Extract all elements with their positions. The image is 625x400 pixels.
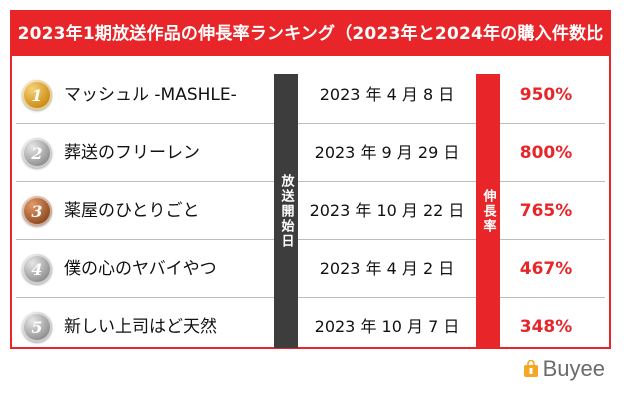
- growth-rate: 467%: [519, 259, 573, 279]
- anime-title: 新しい上司はど天然: [64, 317, 217, 337]
- row-divider: [16, 123, 605, 124]
- logo-text: Buyee: [542, 356, 605, 381]
- anime-title: 僕の心のヤバイやつ: [64, 259, 217, 279]
- growth-rate: 765%: [519, 201, 573, 221]
- bronze-medal-icon: 3: [22, 196, 52, 226]
- ranking-table: 2023年1期放送作品の伸長率ランキング（2023年と2024年の購入件数比較）…: [10, 10, 611, 349]
- shopping-bag-icon: [523, 359, 539, 378]
- growth-rate: 950%: [519, 85, 573, 105]
- growth-rate: 800%: [519, 143, 573, 163]
- anime-title: 葬送のフリーレン: [64, 143, 200, 163]
- anime-title: 薬屋のひとりごと: [64, 201, 200, 221]
- gold-medal-icon: 1: [22, 80, 52, 110]
- table-row: 1 マッシュル -MASHLE- 2023 年 4 月 8 日 950%: [12, 66, 609, 124]
- broadcast-date-column-label: 放送開始日: [274, 74, 298, 348]
- anime-title: マッシュル -MASHLE-: [64, 85, 237, 105]
- table-row: 4 僕の心のヤバイやつ 2023 年 4 月 2 日 467%: [12, 240, 609, 298]
- silver-medal-icon: 5: [22, 312, 52, 342]
- silver-medal-icon: 4: [22, 254, 52, 284]
- broadcast-date: 2023 年 4 月 2 日: [319, 259, 455, 278]
- row-divider: [16, 239, 605, 240]
- table-row: 2 葬送のフリーレン 2023 年 9 月 29 日 800%: [12, 124, 609, 182]
- table-row: 5 新しい上司はど天然 2023 年 10 月 7 日 348%: [12, 298, 609, 356]
- broadcast-date: 2023 年 9 月 29 日: [314, 143, 460, 162]
- growth-rate-column-label: 伸長率: [476, 74, 500, 348]
- broadcast-date: 2023 年 10 月 7 日: [314, 317, 460, 336]
- broadcast-date: 2023 年 10 月 22 日: [309, 201, 465, 220]
- broadcast-date: 2023 年 4 月 8 日: [319, 85, 455, 104]
- row-divider: [16, 297, 605, 298]
- growth-rate: 348%: [519, 317, 573, 337]
- page-title: 2023年1期放送作品の伸長率ランキング（2023年と2024年の購入件数比較）: [12, 12, 609, 88]
- silver-medal-icon: 2: [22, 138, 52, 168]
- table-row: 3 薬屋のひとりごと 2023 年 10 月 22 日 765%: [12, 182, 609, 240]
- row-divider: [16, 181, 605, 182]
- buyee-logo: Buyee: [523, 356, 605, 382]
